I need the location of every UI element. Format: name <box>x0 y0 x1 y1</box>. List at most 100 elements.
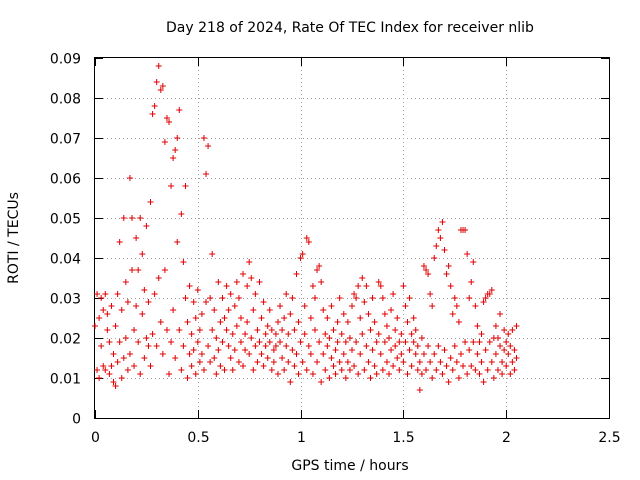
data-point <box>129 267 136 273</box>
data-point <box>295 319 302 325</box>
data-point <box>355 283 362 289</box>
data-point <box>122 335 129 341</box>
data-point <box>398 331 405 337</box>
data-point <box>344 359 351 365</box>
data-point <box>266 339 273 345</box>
data-point <box>133 235 140 241</box>
data-point <box>322 367 329 373</box>
data-point <box>371 363 378 369</box>
data-point <box>408 363 415 369</box>
data-point <box>396 367 403 373</box>
x-tick-label: 1.5 <box>392 430 414 446</box>
data-point <box>503 339 510 345</box>
data-point <box>118 307 125 313</box>
data-point <box>248 275 255 281</box>
data-point <box>406 295 413 301</box>
data-point <box>174 239 181 245</box>
data-point <box>361 299 368 305</box>
data-point <box>509 359 516 365</box>
data-point <box>277 339 284 345</box>
data-point <box>258 315 265 321</box>
data-point <box>157 319 164 325</box>
data-point <box>205 343 212 349</box>
data-point <box>484 367 491 373</box>
data-point <box>180 259 187 265</box>
data-point <box>240 271 247 277</box>
data-point <box>349 347 355 353</box>
data-point <box>194 287 201 293</box>
data-point <box>334 319 341 325</box>
x-tick-label: 2 <box>502 430 511 446</box>
data-point <box>466 347 473 353</box>
data-point <box>192 371 199 377</box>
data-point <box>464 371 471 377</box>
data-point <box>435 227 442 233</box>
x-tick-label: 0.5 <box>187 430 209 446</box>
data-point <box>233 279 240 285</box>
data-point <box>231 347 238 353</box>
data-point <box>221 367 228 373</box>
data-point <box>194 339 201 345</box>
data-point <box>159 83 166 89</box>
data-point <box>423 267 430 273</box>
data-point <box>285 331 292 337</box>
data-point <box>283 291 290 297</box>
data-point <box>390 291 397 297</box>
data-point <box>497 343 504 349</box>
data-point <box>170 155 177 161</box>
data-point <box>404 371 411 377</box>
data-point <box>281 367 288 373</box>
data-point <box>322 331 329 337</box>
data-point <box>129 215 136 221</box>
data-point <box>102 291 109 297</box>
data-point <box>340 351 347 357</box>
data-point <box>149 111 156 117</box>
data-point <box>394 355 401 361</box>
data-point <box>233 323 240 329</box>
data-point <box>213 335 220 341</box>
data-point <box>268 367 275 373</box>
data-point <box>377 351 384 357</box>
y-tick-label: 0.08 <box>50 92 81 108</box>
data-point <box>157 87 164 93</box>
data-point <box>375 331 382 337</box>
data-point <box>176 107 183 113</box>
y-tick-label: 0.04 <box>50 252 81 268</box>
data-point <box>359 331 366 337</box>
data-point <box>184 375 191 381</box>
data-point <box>151 103 158 109</box>
data-point <box>184 319 191 325</box>
data-point <box>190 347 197 353</box>
data-point <box>283 343 290 349</box>
data-point <box>351 291 358 297</box>
data-point <box>468 363 475 369</box>
data-point <box>112 383 119 389</box>
data-point <box>414 343 421 349</box>
data-point <box>120 215 127 221</box>
data-point <box>135 339 142 345</box>
data-point <box>381 311 388 317</box>
data-point <box>437 235 444 241</box>
data-point <box>334 339 341 345</box>
data-point <box>198 351 205 357</box>
plot-frame <box>94 57 610 419</box>
data-point <box>443 271 450 277</box>
data-point <box>260 363 267 369</box>
data-point <box>476 371 483 377</box>
data-point <box>250 367 257 373</box>
data-point <box>316 263 323 269</box>
data-point <box>217 319 224 325</box>
data-point <box>497 311 504 317</box>
data-point <box>503 363 510 369</box>
data-point <box>289 295 296 301</box>
y-axis-label: ROTI / TECUs <box>6 192 22 284</box>
data-point <box>299 359 306 365</box>
data-point <box>186 283 193 289</box>
data-point <box>367 327 374 333</box>
data-point <box>172 147 179 153</box>
data-point <box>437 359 444 365</box>
data-point <box>394 315 401 321</box>
data-point <box>472 367 479 373</box>
data-point <box>400 359 407 365</box>
